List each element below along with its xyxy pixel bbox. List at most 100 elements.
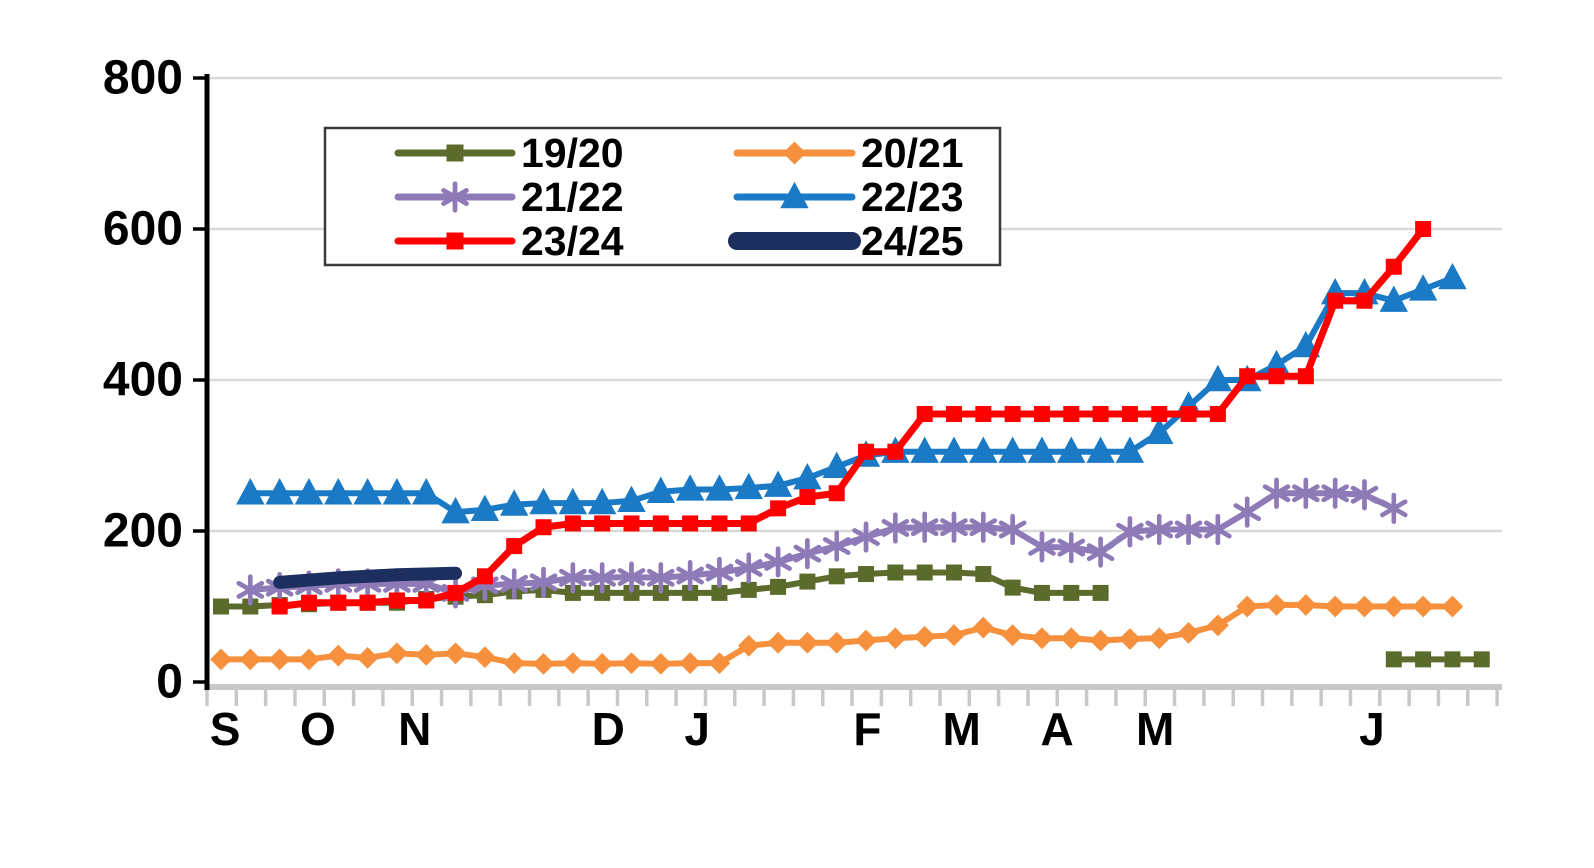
month-label-7: A: [1040, 703, 1073, 755]
marker-diamond: [474, 646, 496, 668]
legend-item-21-22: 21/22: [394, 174, 624, 220]
marker-square: [1004, 405, 1021, 422]
month-label-3: D: [592, 703, 625, 755]
marker-square: [770, 500, 787, 517]
marker-asterisk-arm: [1380, 499, 1408, 518]
marker-square: [799, 573, 816, 590]
marker-triangle: [780, 181, 809, 209]
marker-triangle: [939, 436, 969, 463]
marker-asterisk-arm: [676, 566, 704, 585]
marker-diamond: [1060, 627, 1083, 650]
y-axis: 0 200 400 600 800: [103, 52, 210, 709]
y-axis-label-0: 0: [156, 656, 183, 709]
marker-square: [916, 564, 933, 581]
marker-triangle: [470, 494, 500, 522]
marker-asterisk-arm: [793, 544, 822, 563]
marker-triangle: [441, 496, 470, 524]
marker-diamond: [1031, 627, 1053, 650]
legend-item-20-21: 20/21: [733, 130, 964, 176]
marker-square: [359, 594, 376, 611]
marker-diamond: [503, 652, 526, 675]
legend-item-22-23: 22/23: [733, 174, 964, 220]
marker-triangle: [1379, 285, 1408, 312]
marker-square: [506, 538, 523, 555]
marker-triangle: [705, 474, 734, 501]
marker-square: [564, 515, 581, 532]
marker-square: [447, 584, 464, 601]
marker-diamond: [737, 634, 760, 657]
series-23-24: [271, 221, 1432, 615]
marker-triangle: [734, 472, 763, 500]
series-line: [273, 566, 463, 589]
marker-triangle: [1408, 274, 1438, 301]
marker-square: [711, 515, 728, 532]
marker-diamond: [1089, 629, 1112, 652]
marker-square: [623, 584, 640, 601]
marker-triangle: [763, 470, 793, 497]
marker-diamond: [591, 653, 614, 675]
marker-asterisk-arm: [852, 528, 880, 546]
marker-square: [740, 515, 757, 532]
marker-diamond: [444, 642, 467, 665]
marker-asterisk-arm: [559, 568, 587, 587]
marker-triangle: [793, 462, 822, 490]
y-axis-label-800: 800: [103, 52, 183, 105]
marker-square: [975, 566, 992, 583]
marker-diamond: [561, 652, 584, 675]
month-label-2: N: [398, 703, 431, 755]
marker-triangle: [910, 436, 939, 463]
marker-square: [535, 519, 552, 536]
marker-square: [1209, 405, 1226, 422]
legend-label: 23/24: [521, 218, 624, 264]
marker-diamond: [1119, 628, 1141, 650]
marker-square: [1356, 292, 1373, 309]
legend-label: 20/21: [861, 130, 964, 176]
marker-diamond: [943, 624, 965, 647]
marker-square: [1385, 258, 1402, 275]
marker-triangle: [998, 436, 1027, 463]
legend-label: 22/23: [861, 174, 964, 220]
marker-square: [682, 515, 699, 532]
marker-square: [652, 515, 669, 532]
marker-square: [858, 443, 875, 460]
marker-square: [1033, 405, 1050, 422]
marker-diamond: [620, 652, 643, 675]
marker-triangle: [1027, 436, 1057, 463]
marker-triangle: [324, 478, 353, 505]
legend-label: 19/20: [521, 130, 624, 176]
marker-square: [828, 568, 845, 585]
legend: 19/20 20/21 21/22 22/23 23/24 24/25: [323, 126, 1002, 267]
marker-square: [1444, 651, 1461, 668]
marker-asterisk-arm: [1174, 520, 1203, 539]
marker-square: [1415, 221, 1432, 237]
marker-asterisk-arm: [1292, 484, 1320, 503]
marker-asterisk-arm: [822, 537, 851, 555]
x-axis: [205, 684, 1502, 706]
marker-triangle: [1203, 364, 1233, 392]
marker-diamond: [210, 648, 232, 671]
y-axis-label-400: 400: [103, 354, 183, 407]
month-label-1: O: [300, 703, 336, 755]
series-line: [247, 490, 1397, 596]
marker-square: [887, 564, 904, 581]
marker-asterisk-arm: [969, 518, 998, 537]
marker-asterisk-arm: [529, 573, 558, 592]
marker-triangle: [353, 478, 382, 505]
marker-asterisk-arm: [940, 518, 968, 537]
marker-triangle: [646, 476, 675, 503]
marker-asterisk-arm: [1262, 484, 1291, 503]
marker-square: [946, 405, 962, 422]
series-line: [276, 225, 1427, 610]
marker-triangle: [412, 478, 441, 505]
marker-square: [1004, 579, 1021, 596]
marker-square: [330, 594, 347, 611]
marker-triangle: [265, 478, 294, 505]
marker-square: [623, 515, 640, 532]
marker-triangle: [294, 478, 324, 505]
marker-diamond: [649, 653, 672, 675]
marker-square: [476, 568, 493, 585]
marker-triangle: [675, 474, 705, 501]
marker-triangle: [969, 436, 998, 463]
